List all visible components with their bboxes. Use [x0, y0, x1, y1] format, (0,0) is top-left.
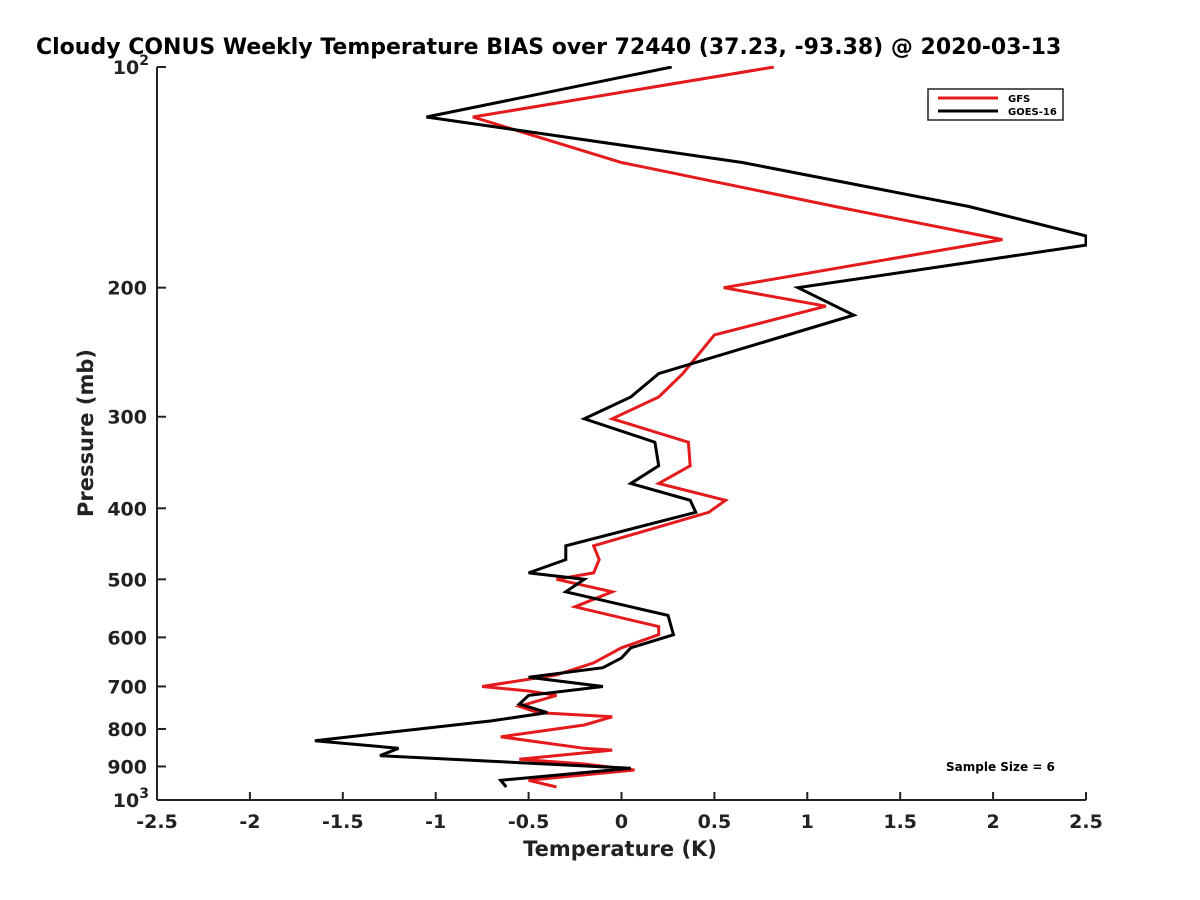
y-tick-label: 600: [107, 627, 147, 649]
y-tick-label: 500: [107, 569, 147, 591]
x-tick-label: 1.5: [883, 811, 917, 833]
axes-layer: -2.5 -2 -1.5 -1 -0.5 0 0.5 1 1.5 2 2.5 102 200 300 400…: [107, 53, 1103, 833]
x-tick-label: 0.5: [698, 811, 732, 833]
x-tick-label: -0.5: [508, 811, 550, 833]
series-layer: [314, 66, 1087, 789]
x-tick-label: -2: [239, 811, 260, 833]
y-tick-label: 103: [113, 786, 149, 812]
x-tick-label: 2.5: [1069, 811, 1103, 833]
y-tick-label: 400: [107, 498, 147, 520]
x-tick-label: 0: [615, 811, 628, 833]
legend-label-goes-16: GOES-16: [1008, 107, 1057, 118]
y-tick-label: 800: [107, 719, 147, 741]
y-tick-label: 200: [107, 278, 147, 300]
legend-box: [927, 88, 1064, 121]
x-tick-label: 1: [801, 811, 814, 833]
y-tick-label: 300: [107, 407, 147, 429]
x-axis-label: Temperature (K): [523, 837, 717, 861]
series-line-goes-16: [314, 66, 1087, 788]
x-tick-label: 2: [986, 811, 999, 833]
legend-label-gfs: GFS: [1008, 94, 1030, 105]
chart-title: Cloudy CONUS Weekly Temperature BIAS ove…: [36, 35, 1061, 60]
sample-size-annotation: Sample Size = 6: [946, 760, 1055, 774]
legend: GFS GOES-16: [927, 88, 1064, 121]
x-tick-label: -1.5: [322, 811, 364, 833]
y-tick-label: 700: [107, 676, 147, 698]
x-tick-label: -2.5: [136, 811, 178, 833]
x-tick-label: -1: [425, 811, 446, 833]
y-tick-label: 102: [113, 53, 149, 79]
y-axis-label: Pressure (mb): [74, 349, 98, 517]
y-tick-label: 900: [107, 756, 147, 778]
